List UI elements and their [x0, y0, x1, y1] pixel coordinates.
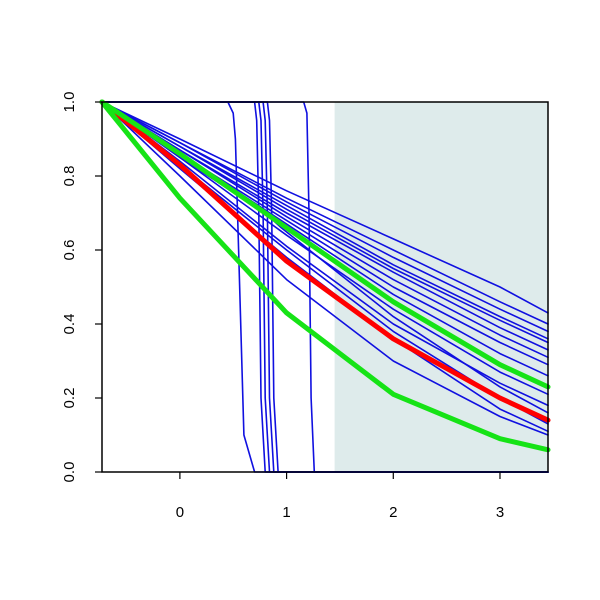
x-tick-label-3: 3 [496, 504, 504, 521]
x-tick-label-0: 0 [176, 504, 184, 521]
x-tick-label-1: 1 [282, 504, 290, 521]
y-tick-label-0: 0.0 [61, 462, 78, 483]
series-line-17 [101, 101, 549, 414]
y-tick-label-3: 0.6 [61, 240, 78, 261]
y-tick-label-2: 0.4 [61, 314, 78, 335]
series-line-9 [101, 101, 549, 359]
series-line-3 [101, 101, 549, 314]
series-line-1 [99, 99, 551, 453]
series-line-7 [101, 101, 549, 344]
y-tick-label-4: 0.8 [61, 166, 78, 187]
plot-frame [101, 101, 549, 473]
y-tick-label-1: 0.2 [61, 388, 78, 409]
y-tick-label-5: 1.0 [61, 92, 78, 113]
series-line-5 [101, 101, 549, 333]
x-tick-label-2: 2 [389, 504, 397, 521]
series-line-2 [99, 99, 551, 390]
series-line-0 [99, 99, 551, 423]
series-line-16 [101, 101, 549, 436]
